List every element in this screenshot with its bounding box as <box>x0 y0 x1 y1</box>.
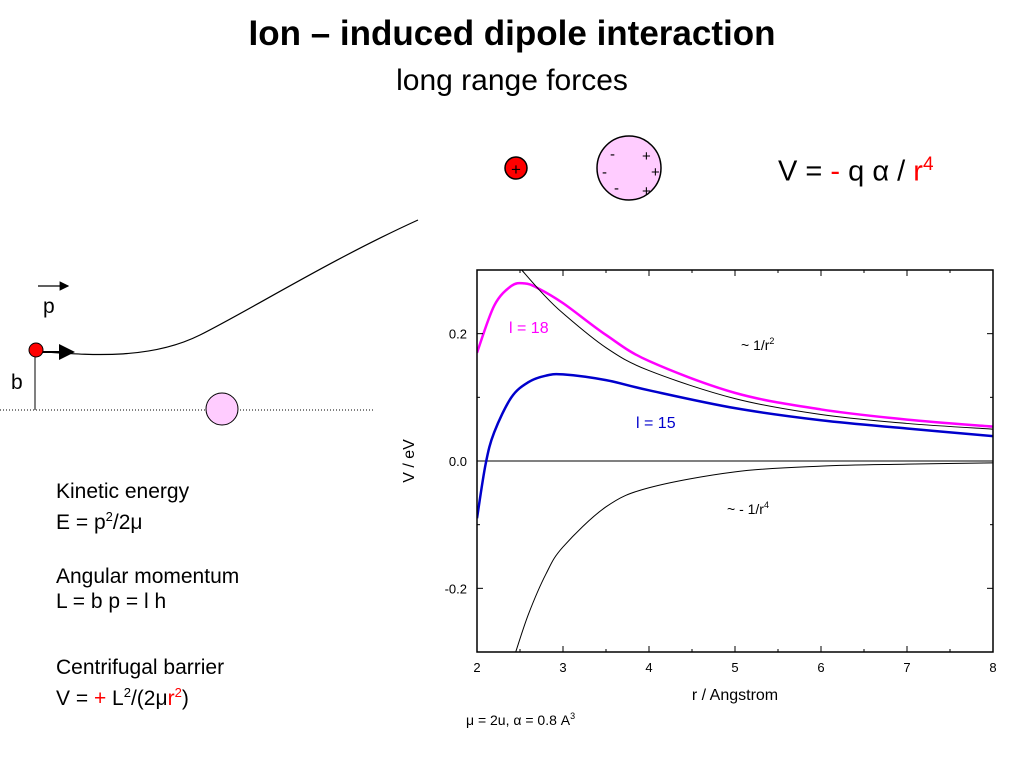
y-axis-label: V / eV <box>401 439 418 483</box>
atom-charge: + <box>651 164 660 181</box>
x-tick-label: 8 <box>989 660 996 675</box>
kinetic-rest: /2μ <box>112 511 143 534</box>
kinetic-lhs: E = p <box>56 511 106 534</box>
series-label-cent: ~ 1/r2 <box>741 336 774 353</box>
barrier-equation: V = + L2/(2μr2) <box>56 680 224 711</box>
formula-lhs: V = <box>778 155 831 188</box>
impact-label: b <box>11 371 23 394</box>
angular-heading: Angular momentum <box>56 565 240 588</box>
x-tick-label: 6 <box>817 660 824 675</box>
barrier-exp2: 2 <box>174 685 182 700</box>
polarized-atom-icon: - + - + - + <box>596 135 662 201</box>
formula-exp: 4 <box>922 154 934 175</box>
y-tick-label: -0.2 <box>445 581 467 596</box>
atom-charge: - <box>614 180 619 197</box>
angular-momentum-block: Angular momentum L = b p = l h <box>56 564 239 614</box>
barrier-exp1: 2 <box>123 685 131 700</box>
kinetic-exp: 2 <box>105 509 113 524</box>
barrier-lhs: V = <box>56 687 94 710</box>
kinetic-heading: Kinetic energy <box>56 480 190 503</box>
barrier-mid: /(2μ <box>130 687 168 710</box>
potential-chart: 2 3 4 5 6 7 8 -0.2 0.0 0.2 r / Angstrom V / eV l = 1… <box>401 269 997 728</box>
formula-alpha: α <box>872 155 890 188</box>
formula-r: r <box>913 155 923 188</box>
momentum-label: p <box>43 295 55 318</box>
kinetic-energy-block: Kinetic energy E = p2/2μ <box>56 479 189 535</box>
barrier-plus: + <box>93 687 107 710</box>
series-line-l18 <box>477 281 993 428</box>
centrifugal-barrier-block: Centrifugal barrier V = + L2/(2μr2) <box>56 655 224 711</box>
y-tick-label: 0.2 <box>449 327 467 342</box>
barrier-L: L <box>106 687 124 710</box>
atom-charge: - <box>610 146 615 163</box>
potential-formula: V = - q α / r4 <box>778 154 934 189</box>
barrier-heading: Centrifugal barrier <box>56 656 225 679</box>
parameter-note-sup: 3 <box>570 711 575 721</box>
parameter-note: μ = 2u, α = 0.8 A3 <box>466 711 575 728</box>
scattering-diagram: p b <box>0 219 419 426</box>
series-line-cent <box>521 270 993 430</box>
x-tick-label: 2 <box>473 660 480 675</box>
x-tick-label: 5 <box>731 660 738 675</box>
target-atom-icon <box>205 392 239 426</box>
atom-charge: + <box>642 183 651 200</box>
angular-equation: L = b p = l h <box>56 590 167 613</box>
atom-charge: + <box>642 148 651 165</box>
series-label-l15: l = 15 <box>636 415 676 432</box>
series-line-l15 <box>477 372 993 519</box>
barrier-r: r <box>167 687 175 710</box>
series-label-sup: 2 <box>769 336 774 346</box>
slide-subtitle: long range forces <box>396 64 628 97</box>
series-label-l18: l = 18 <box>509 320 549 337</box>
formula-minus: - <box>830 155 841 188</box>
ion-sign: + <box>511 160 521 179</box>
barrier-close: ) <box>181 687 189 710</box>
x-tick-label: 7 <box>903 660 910 675</box>
projectile-ion-icon <box>28 342 44 358</box>
ion-icon: + <box>504 156 528 180</box>
x-tick-label: 4 <box>645 660 652 675</box>
x-tick-label: 3 <box>559 660 566 675</box>
plot-area <box>477 270 993 652</box>
formula-q: q <box>840 155 873 188</box>
slide-title: Ion – induced dipole interaction <box>248 14 776 53</box>
atom-charge: - <box>602 164 607 181</box>
y-tick-label: 0.0 <box>449 454 467 469</box>
trajectory-curve <box>44 219 419 356</box>
series-label-attr: ~ - 1/r4 <box>727 500 769 517</box>
series-line-attr <box>515 462 993 652</box>
formula-slash: / <box>889 155 914 188</box>
x-axis-label: r / Angstrom <box>692 687 778 704</box>
kinetic-equation: E = p2/2μ <box>56 504 189 535</box>
series-label-sup: 4 <box>764 500 769 510</box>
